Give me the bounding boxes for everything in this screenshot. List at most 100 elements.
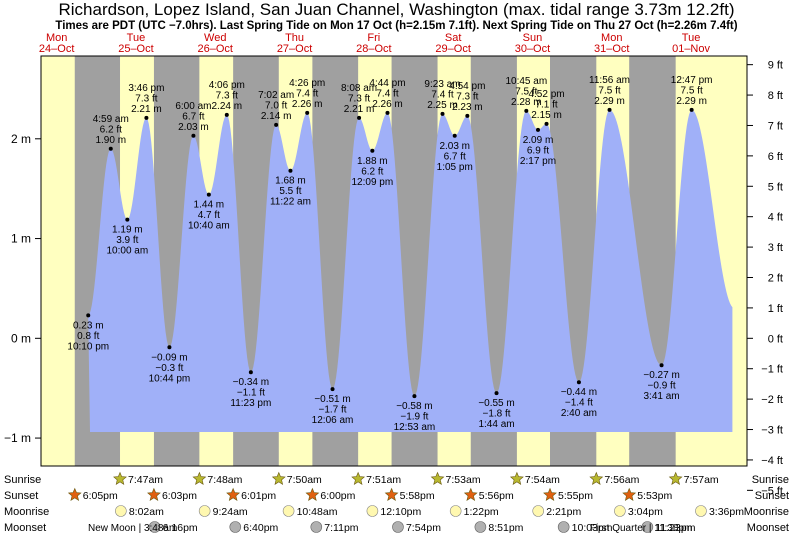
tide-label: 1.19 m [112, 225, 143, 236]
tide-label: 5.5 ft [279, 186, 301, 197]
moonrise-icon [282, 505, 295, 517]
tide-area [88, 109, 733, 433]
moonrise-time: 3:36pm [709, 506, 744, 518]
tide-label: −1.1 ft [237, 388, 265, 399]
tide-label: 2:17 pm [520, 156, 556, 167]
tide-label: 12:47 pm [671, 75, 713, 86]
moonrise-row-label-right: Moonrise [744, 506, 789, 518]
tide-label: 2.21 m [131, 104, 162, 115]
sunrise-time: 7:48am [207, 474, 242, 486]
chart-title: Richardson, Lopez Island, San Juan Chann… [58, 0, 735, 19]
moonrise-row-label: Moonrise [4, 506, 49, 518]
moon-phase-label: New Moon | 3:48am [88, 523, 177, 534]
moonrise-icon [695, 505, 707, 517]
tide-label: 1:05 pm [437, 162, 473, 173]
tide-label: 3:46 pm [128, 83, 164, 94]
tide-label: 4:59 am [93, 114, 129, 125]
day-weekday: Sun [523, 32, 543, 44]
sunrise-icon [430, 471, 445, 485]
tide-point [544, 121, 549, 126]
moonset-icon [641, 521, 654, 533]
left-axis-label: 0 m [11, 331, 31, 345]
tide-label: 4:26 pm [289, 78, 325, 89]
day-weekday: Thu [285, 32, 304, 44]
sunset-icon [384, 487, 399, 501]
tide-label: 4.7 ft [198, 210, 220, 221]
tide-label: 1.88 m [357, 156, 388, 167]
tide-label: 4:52 pm [528, 89, 564, 100]
tide-label: 2.15 m [531, 110, 562, 121]
tide-label: −0.9 ft [648, 381, 676, 392]
day-weekday: Fri [367, 32, 380, 44]
tide-label: −1.8 ft [482, 409, 510, 420]
tide-label: 2.23 m [452, 102, 483, 113]
moonrise-time: 10:48am [297, 506, 338, 518]
right-axis-label: −2 ft [761, 394, 783, 406]
moonrise-icon [532, 505, 545, 517]
tide-label: −0.3 ft [155, 363, 183, 374]
tide-label: 2.21 m [344, 104, 375, 115]
tide-label: −1.7 ft [318, 405, 346, 416]
left-axis-label: 2 m [11, 132, 31, 146]
tide-point [412, 394, 417, 399]
moonrise-icon [449, 505, 462, 517]
tide-label: 7.0 ft [265, 100, 287, 111]
right-axis-label: −1 ft [761, 364, 783, 376]
left-axis-label: 1 m [11, 232, 31, 246]
day-date: 01–Nov [672, 43, 710, 55]
right-axis-label: 1 ft [768, 303, 783, 315]
sunset-row-label-right: Sunset [755, 490, 789, 502]
tide-label: −0.44 m [561, 387, 597, 398]
sunset-time: 5:58pm [400, 490, 435, 502]
tide-point [689, 107, 694, 112]
tide-point [224, 112, 229, 117]
sunset-time: 6:03pm [162, 490, 197, 502]
tide-point [465, 113, 470, 118]
tide-label: 2.29 m [594, 96, 625, 107]
tide-point [125, 217, 130, 222]
tide-point [108, 146, 113, 151]
tide-label: 1.68 m [275, 176, 306, 187]
right-axis-label: 7 ft [768, 120, 783, 132]
tide-point [524, 108, 529, 113]
sunrise-icon [668, 471, 683, 485]
tide-label: 10:40 am [188, 221, 230, 232]
tide-label: −0.51 m [314, 394, 350, 405]
right-axis-label: −3 ft [761, 425, 783, 437]
sunset-time: 5:53pm [637, 490, 672, 502]
sunset-icon [543, 487, 557, 501]
sunset-icon [305, 487, 320, 501]
tide-label: 7.3 ft [456, 91, 478, 102]
tide-label: 4:44 pm [369, 78, 405, 89]
moonrise-icon [614, 505, 626, 517]
tide-label: 2.24 m [212, 101, 243, 112]
right-axis-label: 8 ft [768, 90, 783, 102]
tide-point [86, 313, 91, 318]
tide-label: 7.4 ft [431, 89, 453, 100]
moonset-row-label: Moonset [4, 522, 46, 534]
tide-point [535, 127, 540, 132]
tide-label: 2.29 m [676, 96, 707, 107]
sunrise-icon [509, 471, 524, 485]
tide-point [305, 110, 310, 115]
tide-point [330, 387, 335, 392]
moonrise-icon [198, 505, 211, 517]
sunrise-time: 7:50am [287, 474, 322, 486]
day-weekday: Wed [204, 32, 226, 44]
plot-frame [40, 55, 748, 467]
right-axis-label: 0 ft [768, 333, 783, 345]
sunrise-time: 7:54am [525, 474, 560, 486]
tide-label: 7.3 ft [135, 93, 157, 104]
right-axis-label: 6 ft [768, 151, 783, 163]
tide-label: 12:53 am [394, 422, 436, 433]
sunset-time: 6:01pm [241, 490, 276, 502]
sunrise-icon [271, 471, 286, 485]
tide-point [576, 380, 581, 385]
sunset-icon [147, 487, 161, 501]
tide-label: 6.9 ft [527, 145, 549, 156]
tide-label: −1.9 ft [400, 412, 428, 423]
day-date: 30–Oct [515, 43, 550, 55]
day-date: 25–Oct [118, 43, 153, 55]
tide-label: 2.26 m [292, 99, 323, 110]
tide-label: 1:44 am [478, 419, 514, 430]
